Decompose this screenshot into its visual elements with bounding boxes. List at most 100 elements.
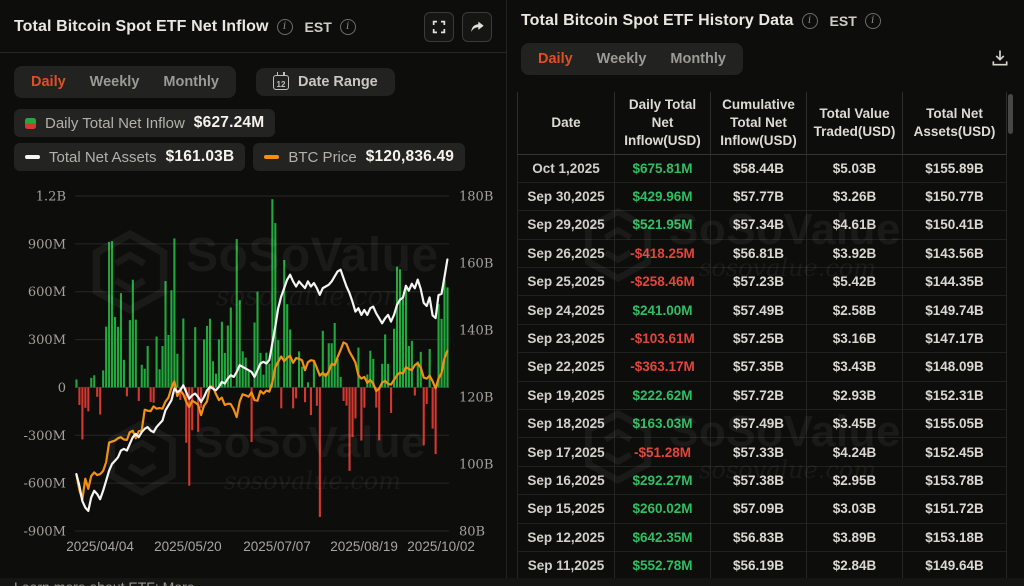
cell-cumulative: $57.35B xyxy=(710,352,807,382)
cell-date: Sep 18,2025 xyxy=(517,409,615,438)
svg-text:80B: 80B xyxy=(459,525,485,540)
inflow-bars-icon xyxy=(25,117,36,129)
svg-text:2025/05/20: 2025/05/20 xyxy=(154,539,222,554)
table-row: Sep 19,2025 $222.62M $57.72B $2.93B $152.31B xyxy=(517,380,1007,410)
line-swatch-icon xyxy=(264,154,280,160)
cell-cumulative: $57.49B xyxy=(710,409,807,438)
timezone-label: EST xyxy=(829,13,857,29)
svg-text:-900M: -900M xyxy=(23,525,66,540)
cell-cumulative: $56.83B xyxy=(710,522,807,552)
net-inflow-panel: Total Bitcoin Spot ETF Net Inflow i EST … xyxy=(0,0,506,586)
table-row: Sep 22,2025 -$363.17M $57.35B $3.43B $148.09… xyxy=(517,352,1007,382)
cell-inflow: $675.81M xyxy=(614,153,711,183)
timezone-label: EST xyxy=(304,19,332,35)
history-table: Date Daily Total Net Inflow(USD) Cumulativ… xyxy=(517,92,1013,580)
legend-chip-total-net-assets[interactable]: Total Net Assets $161.03B xyxy=(14,143,246,171)
tab-daily[interactable]: Daily xyxy=(20,70,77,94)
cell-assets: $151.72B xyxy=(902,494,1007,524)
table-row: Sep 23,2025 -$103.61M $57.25B $3.16B $147.17… xyxy=(517,323,1007,353)
fullscreen-icon xyxy=(431,19,447,35)
table-scrollbar-thumb[interactable] xyxy=(1008,94,1013,134)
cell-cumulative: $57.49B xyxy=(710,295,807,325)
cell-traded: $5.42B xyxy=(806,267,903,296)
svg-text:180B: 180B xyxy=(459,190,493,205)
cell-traded: $3.92B xyxy=(806,238,903,268)
svg-text:2025/10/02: 2025/10/02 xyxy=(407,539,475,554)
cell-date: Sep 11,2025 xyxy=(517,550,615,580)
cell-date: Sep 23,2025 xyxy=(517,323,615,353)
svg-text:160B: 160B xyxy=(459,257,493,272)
column-header: Total Value Traded(USD) xyxy=(806,92,903,155)
calendar-icon: 12 xyxy=(272,71,289,90)
table-header-row: Date Daily Total Net Inflow(USD) Cumulativ… xyxy=(517,92,1007,155)
column-header: Daily Total Net Inflow(USD) xyxy=(614,92,711,155)
column-header: Cumulative Total Net Inflow(USD) xyxy=(710,92,807,155)
tab-weekly[interactable]: Weekly xyxy=(79,70,151,94)
table-row: Sep 25,2025 -$258.46M $57.23B $5.42B $144.35… xyxy=(517,267,1007,296)
cell-cumulative: $57.09B xyxy=(710,494,807,524)
history-frequency-tabs: Daily Weekly Monthly xyxy=(521,43,743,75)
cell-assets: $155.89B xyxy=(902,153,1007,183)
cell-cumulative: $57.77B xyxy=(710,181,807,211)
footer-link[interactable]: Learn more about ETF: More xyxy=(14,579,195,586)
info-icon[interactable]: i xyxy=(276,19,293,35)
cell-assets: $153.78B xyxy=(902,465,1007,495)
share-button[interactable] xyxy=(462,12,492,42)
cell-inflow: $642.35M xyxy=(614,522,711,552)
net-inflow-header: Total Bitcoin Spot ETF Net Inflow i EST … xyxy=(0,0,506,42)
legend-value: $120,836.49 xyxy=(365,148,455,165)
cell-assets: $143.56B xyxy=(902,238,1007,268)
info-icon[interactable]: i xyxy=(864,13,881,29)
etf-flow-chart[interactable]: 1.2B 900M 600M 300M 0 -300M -600M -900M 180B 160B… xyxy=(0,172,506,574)
fullscreen-button[interactable] xyxy=(424,12,454,42)
cell-date: Sep 25,2025 xyxy=(517,267,615,296)
cell-traded: $2.84B xyxy=(806,550,903,580)
cell-traded: $3.89B xyxy=(806,522,903,552)
legend-chip-daily-total-net-inflow[interactable]: Daily Total Net Inflow $627.24M xyxy=(14,109,276,137)
cell-traded: $4.61B xyxy=(806,210,903,240)
svg-text:100B: 100B xyxy=(459,458,493,473)
cell-date: Sep 26,2025 xyxy=(517,238,615,268)
cell-assets: $148.09B xyxy=(902,352,1007,382)
cell-traded: $3.43B xyxy=(806,352,903,382)
download-button[interactable] xyxy=(990,48,1010,71)
table-row: Sep 15,2025 $260.02M $57.09B $3.03B $151.72B xyxy=(517,494,1007,524)
table-row: Oct 1,2025 $675.81M $58.44B $5.03B $155.89B xyxy=(517,153,1007,183)
download-icon xyxy=(990,50,1010,71)
tab-monthly[interactable]: Monthly xyxy=(659,47,737,71)
cell-inflow: $292.27M xyxy=(614,465,711,495)
info-icon[interactable]: i xyxy=(339,19,356,35)
cell-cumulative: $56.19B xyxy=(710,550,807,580)
svg-text:-300M: -300M xyxy=(23,429,66,444)
tab-daily[interactable]: Daily xyxy=(527,47,584,71)
table-row: Sep 17,2025 -$51.28M $57.33B $4.24B $152.45B xyxy=(517,437,1007,467)
column-header: Date xyxy=(517,92,615,155)
tab-monthly[interactable]: Monthly xyxy=(152,70,230,94)
svg-text:600M: 600M xyxy=(28,285,66,300)
svg-text:2025/07/07: 2025/07/07 xyxy=(243,539,311,554)
legend-chip-btc-price[interactable]: BTC Price $120,836.49 xyxy=(253,143,466,171)
history-header: Total Bitcoin Spot ETF History Data i ES… xyxy=(507,0,1024,30)
table-row: Sep 24,2025 $241.00M $57.49B $2.58B $149.74B xyxy=(517,295,1007,325)
history-data-table: Date Daily Total Net Inflow(USD) Cumulativ… xyxy=(517,92,1007,580)
cell-traded: $4.24B xyxy=(806,437,903,467)
line-swatch-icon xyxy=(25,154,40,160)
cell-cumulative: $57.38B xyxy=(710,465,807,495)
table-row: Sep 30,2025 $429.96M $57.77B $3.26B $150.77B xyxy=(517,181,1007,211)
cell-inflow: $429.96M xyxy=(614,181,711,211)
cell-traded: $3.26B xyxy=(806,181,903,211)
tab-weekly[interactable]: Weekly xyxy=(586,47,658,71)
cell-date: Sep 12,2025 xyxy=(517,522,615,552)
cell-cumulative: $57.23B xyxy=(710,267,807,296)
cell-traded: $3.03B xyxy=(806,494,903,524)
legend-value: $627.24M xyxy=(193,114,265,131)
table-row: Sep 29,2025 $521.95M $57.34B $4.61B $150.41B xyxy=(517,210,1007,240)
cell-inflow: -$51.28M xyxy=(614,437,711,467)
cell-inflow: $552.78M xyxy=(614,550,711,580)
bottom-strip: Learn more about ETF: More xyxy=(0,578,1024,586)
table-row: Sep 18,2025 $163.03M $57.49B $3.45B $155.05B xyxy=(517,409,1007,438)
date-range-button[interactable]: 12 Date Range xyxy=(255,68,395,96)
info-icon[interactable]: i xyxy=(801,13,818,29)
svg-text:2025/04/04: 2025/04/04 xyxy=(66,539,134,554)
